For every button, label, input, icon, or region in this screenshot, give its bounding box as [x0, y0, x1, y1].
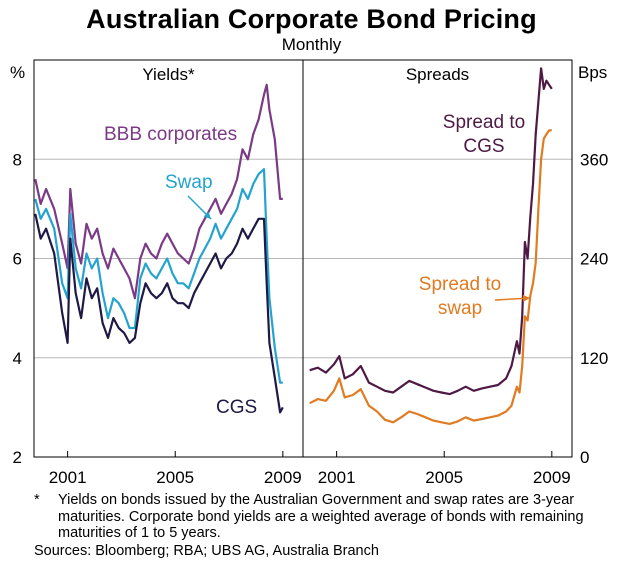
x-tick-label: 2009	[264, 468, 302, 487]
x-tick-label: 2005	[156, 468, 194, 487]
panel-title-spreads: Spreads	[406, 65, 469, 84]
footnote-marker: *	[34, 492, 40, 508]
series-label-spread-to-cgs: CGS	[463, 136, 504, 157]
spread-to-swap-arrow-head	[522, 294, 530, 302]
x-tick-label: 2005	[425, 468, 463, 487]
series-line-bbb-corporates	[34, 83, 283, 300]
series-label-swap: Swap	[165, 172, 213, 193]
footnote: * Yields on bonds issued by the Australi…	[34, 492, 614, 542]
chart-title: Australian Corporate Bond Pricing	[86, 4, 537, 34]
series-label-spread-to-cgs: Spread to	[443, 112, 525, 133]
y-tick-label-right: 240	[580, 250, 608, 269]
series-line-swap	[34, 168, 283, 384]
series-label-spread-to-swap: swap	[438, 298, 482, 319]
y-tick-label-left: 2	[13, 448, 22, 467]
series-label-cgs: CGS	[216, 397, 257, 418]
x-tick-label: 2001	[318, 468, 356, 487]
y-tick-label-left: 4	[13, 349, 22, 368]
x-tick-label: 2001	[49, 468, 87, 487]
footnote-text: Yields on bonds issued by the Australian…	[58, 492, 584, 541]
panel-title-yields: Yields*	[142, 65, 195, 84]
y-axis-unit-left: %	[10, 63, 25, 82]
series-line-cgs	[34, 213, 284, 414]
x-tick-label: 2009	[533, 468, 571, 487]
y-tick-label-left: 8	[13, 150, 22, 169]
series-line-spread-to-swap	[309, 129, 552, 425]
y-tick-label-right: 0	[580, 448, 589, 467]
series-label-spread-to-swap: Spread to	[419, 274, 501, 295]
y-axis-unit-right: Bps	[578, 63, 607, 82]
series-line-spread-to-cgs	[309, 67, 553, 396]
y-tick-label-right: 360	[580, 150, 608, 169]
y-tick-label-left: 6	[13, 250, 22, 269]
y-tick-label-right: 120	[580, 349, 608, 368]
series-label-bbb-corporates: BBB corporates	[104, 124, 237, 145]
sources-note: Sources: Bloomberg; RBA; UBS AG, Austral…	[34, 543, 379, 559]
chart-subtitle: Monthly	[281, 35, 342, 54]
swap-arrow-head	[203, 211, 211, 219]
chart-canvas: 2 4 6 8% 0 120 240 360 Bps Yields* Spreads 2001 2005…	[10, 59, 608, 487]
